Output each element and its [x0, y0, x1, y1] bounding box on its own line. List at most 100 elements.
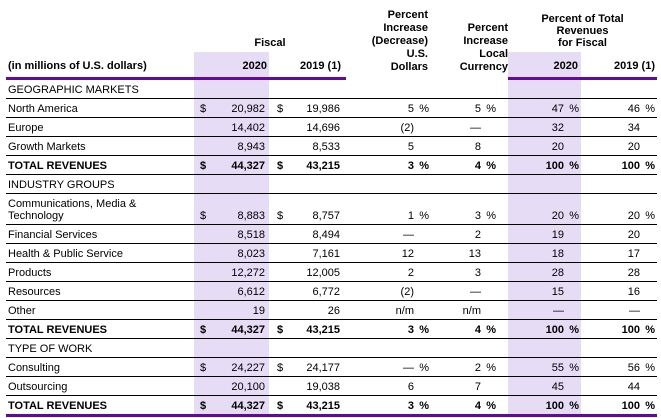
pct-total-2020: 32 [508, 117, 581, 137]
pct-usd: 3% [346, 319, 431, 339]
value-2019: 8,494 [269, 224, 346, 244]
pct-total-2019: 100% [581, 155, 657, 175]
pct-local: 8 [431, 136, 508, 156]
pct-usd: — [346, 224, 431, 244]
value-2020: $44,327 [194, 319, 269, 339]
total-row-type-of-work: TOTAL REVENUES $44,327 $43,215 3% 4% 100… [6, 395, 657, 417]
currency-symbol: $ [277, 399, 284, 412]
value-2020: 8,023 [194, 243, 269, 263]
section-row-industry-groups: INDUSTRY GROUPS [6, 174, 657, 194]
table-row-financial-services: Financial Services 8,518 8,494 — 2 19 20 [6, 224, 657, 244]
currency-symbol: $ [200, 159, 207, 172]
value-2019: $19,986 [269, 98, 346, 118]
pct-usd: 3% [346, 395, 431, 417]
pct-total-2019: 46% [581, 98, 657, 118]
pct-total-2020: 100% [508, 155, 581, 175]
table-row-health-public-service: Health & Public Service 8,023 7,161 12 1… [6, 243, 657, 263]
pct-total-group-header: Percent of Total Revenues for Fiscal [508, 5, 657, 53]
col-header-fiscal-2020: 2020 [194, 52, 269, 80]
pct-total-2020: 19 [508, 224, 581, 244]
row-label: Financial Services [6, 224, 194, 244]
value-2020: $44,327 [194, 395, 269, 417]
col-header-fiscal-2019: 2019 (1) [269, 52, 346, 80]
section-row-type-of-work: TYPE OF WORK [6, 338, 657, 358]
row-label: TOTAL REVENUES [6, 395, 194, 417]
pct-total-2019: 100% [581, 395, 657, 417]
pct-total-2019: 28 [581, 262, 657, 282]
table-row-resources: Resources 6,612 6,772 (2) — 15 16 [6, 281, 657, 301]
pct-local: — [431, 281, 508, 301]
row-label: TOTAL REVENUES [6, 319, 194, 339]
row-label: North America [6, 98, 194, 118]
row-label: TOTAL REVENUES [6, 155, 194, 175]
pct-usd: —% [346, 357, 431, 377]
row-label: Outsourcing [6, 376, 194, 396]
pct-local: 13 [431, 243, 508, 263]
pct-total-2019: 17 [581, 243, 657, 263]
table-row-other: Other 19 26 n/m n/m — — [6, 300, 657, 320]
pct-total-2019: 34 [581, 117, 657, 137]
value-2020: 12,272 [194, 262, 269, 282]
value-2019: $24,177 [269, 357, 346, 377]
value-2019: $43,215 [269, 395, 346, 417]
value-2019: 7,161 [269, 243, 346, 263]
pct-total-2019: 56% [581, 357, 657, 377]
pct-total-2020: 18 [508, 243, 581, 263]
value-2020: $8,883 [194, 193, 269, 225]
row-label: Growth Markets [6, 136, 194, 156]
pct-usd: (2) [346, 117, 431, 137]
pct-local: n/m [431, 300, 508, 320]
pct-total-2020: 55% [508, 357, 581, 377]
value-2020: 14,402 [194, 117, 269, 137]
currency-symbol: $ [277, 209, 284, 222]
value-2020: 8,518 [194, 224, 269, 244]
value-2019: $8,757 [269, 193, 346, 225]
row-label: Consulting [6, 357, 194, 377]
fiscal-group-header: Fiscal [194, 5, 346, 53]
value-2019: 6,772 [269, 281, 346, 301]
pct-total-2020: 20 [508, 136, 581, 156]
table-row-north-america: North America $20,982 $19,986 5% 5% 47% … [6, 98, 657, 118]
value-2019: 19,038 [269, 376, 346, 396]
pct-total-2019: 20% [581, 193, 657, 225]
revenue-table: Fiscal Percent Increase (Decrease) U.S. … [6, 5, 657, 417]
pct-usd: 2 [346, 262, 431, 282]
table-row-consulting: Consulting $24,227 $24,177 —% 2% 55% 56% [6, 357, 657, 377]
pct-total-2019: 100% [581, 319, 657, 339]
value-2020: 6,612 [194, 281, 269, 301]
table-row-outsourcing: Outsourcing 20,100 19,038 6 7 45 44 [6, 376, 657, 396]
pct-total-2019: 20 [581, 136, 657, 156]
pct-local: 3% [431, 193, 508, 225]
currency-symbol: $ [200, 399, 207, 412]
currency-symbol: $ [277, 159, 284, 172]
currency-symbol: $ [277, 323, 284, 336]
header-year-row: (in millions of U.S. dollars) 2020 2019 … [6, 52, 657, 80]
currency-symbol: $ [200, 323, 207, 336]
pct-local: 4% [431, 395, 508, 417]
pct-total-2020: 20% [508, 193, 581, 225]
section-label: GEOGRAPHIC MARKETS [6, 78, 194, 99]
pct-usd: (2) [346, 281, 431, 301]
pct-total-2020: 15 [508, 281, 581, 301]
pct-local: 3 [431, 262, 508, 282]
row-label: Products [6, 262, 194, 282]
pct-total-2020: 28 [508, 262, 581, 282]
pct-increase-local-header: Percent Increase Local Currency [431, 5, 508, 78]
pct-total-2020: 100% [508, 319, 581, 339]
pct-usd: 12 [346, 243, 431, 263]
total-row-geographic: TOTAL REVENUES $44,327 $43,215 3% 4% 100… [6, 155, 657, 175]
col-header-pct-2019: 2019 (1) [581, 52, 657, 80]
value-2020: 20,100 [194, 376, 269, 396]
total-row-industry: TOTAL REVENUES $44,327 $43,215 3% 4% 100… [6, 319, 657, 339]
value-2020: $44,327 [194, 155, 269, 175]
value-2019: 14,696 [269, 117, 346, 137]
currency-symbol: $ [200, 361, 207, 374]
value-2019: 26 [269, 300, 346, 320]
section-label: INDUSTRY GROUPS [6, 174, 194, 194]
revenue-report-page: Fiscal Percent Increase (Decrease) U.S. … [6, 5, 657, 417]
table-row-cmt: Communications, Media & Technology $8,88… [6, 193, 657, 225]
pct-increase-usd-header: Percent Increase (Decrease) U.S. Dollars [346, 5, 431, 78]
currency-symbol: $ [277, 361, 284, 374]
currency-symbol: $ [200, 102, 207, 115]
table-header: Fiscal Percent Increase (Decrease) U.S. … [6, 5, 657, 80]
